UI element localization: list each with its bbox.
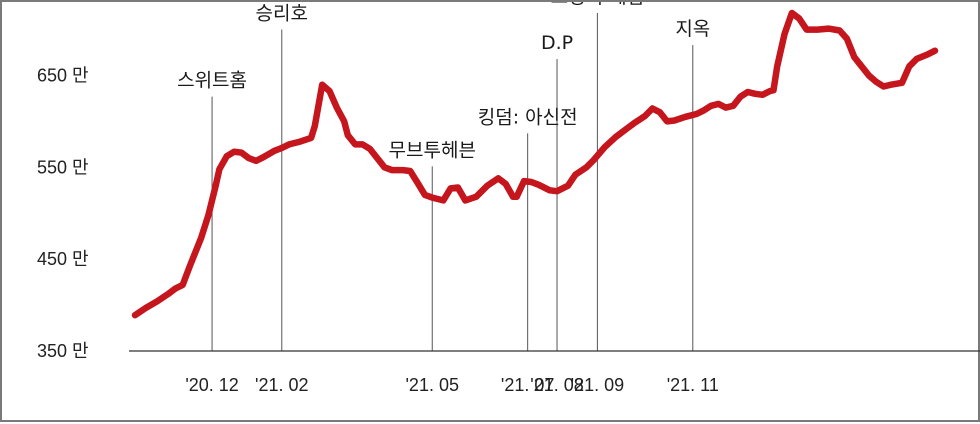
event-annotation-label: 오징어 게임	[551, 2, 644, 8]
x-tick-label: '21. 11	[667, 375, 719, 395]
event-annotation-label: 스위트홈	[177, 70, 247, 92]
event-annotation-label: D.P	[541, 32, 573, 54]
x-tick-label: '20. 12	[185, 375, 238, 395]
event-annotation-label: 킹덤: 아신전	[478, 106, 578, 128]
x-tick-label: '21. 02	[255, 375, 308, 395]
x-tick-label: '21. 08	[530, 375, 583, 395]
x-axis-ticks: '20. 12'21. 02'21. 05'21. 07'21. 08'21. …	[185, 375, 719, 395]
x-tick-label: '21. 09	[571, 375, 624, 395]
event-marker-lines	[211, 13, 694, 351]
event-annotation-label: 승리호	[256, 3, 308, 25]
y-tick-label: 450 만	[37, 249, 89, 269]
series-group	[131, 9, 939, 319]
x-tick-label: '21. 07	[501, 375, 554, 395]
y-tick-label: 650 만	[37, 65, 89, 85]
series-line	[131, 9, 939, 319]
event-annotation-label: 지옥	[675, 18, 710, 40]
y-tick-label: 350 만	[37, 341, 89, 361]
y-axis-ticks: 350 만 450 만 550 만 650 만	[37, 65, 89, 361]
x-tick-label: '21. 05	[406, 375, 459, 395]
event-annotation-label: 무브투헤븐	[389, 139, 476, 161]
y-tick-label: 550 만	[37, 157, 89, 177]
